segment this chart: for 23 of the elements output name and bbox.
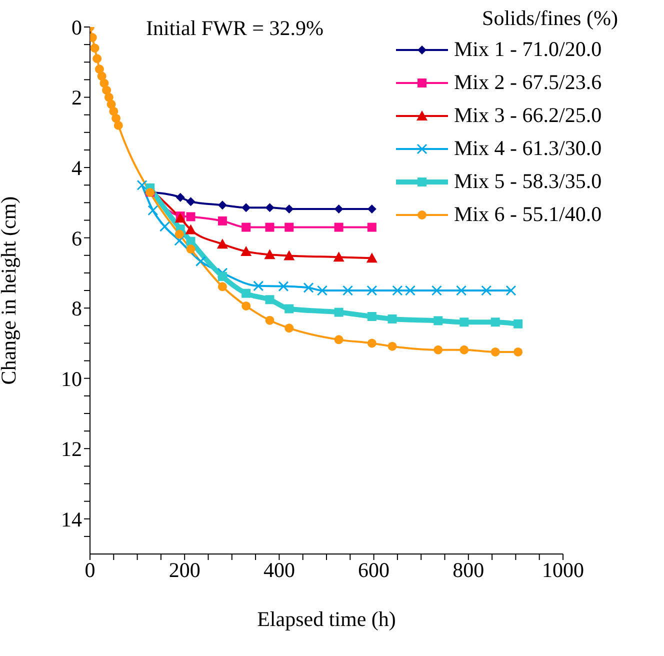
- x-tick-label: 1000: [542, 558, 584, 582]
- x-tick-label: 400: [263, 558, 295, 582]
- y-tick-label: 8: [72, 296, 82, 321]
- y-tick-label: 0: [72, 15, 82, 40]
- x-axis-title: Elapsed time (h): [257, 607, 396, 631]
- y-tick-label: 10: [61, 366, 82, 391]
- y-tick-label: 2: [72, 86, 82, 110]
- legend-title: Solids/fines (%): [481, 6, 619, 31]
- legend-label: Mix 3 - 66.2/25.0: [454, 103, 602, 128]
- legend-label: Mix 1 - 71.0/20.0: [454, 37, 602, 62]
- legend-label: Mix 6 - 55.1/40.0: [454, 202, 602, 227]
- annotation: Initial FWR = 32.9%: [146, 16, 324, 41]
- y-tick-label: 12: [61, 437, 82, 462]
- y-axis-title: Change in height (cm): [0, 196, 20, 385]
- y-tick-label: 6: [72, 226, 82, 250]
- y-tick-label: 14: [61, 507, 82, 532]
- x-tick-label: 200: [168, 558, 200, 582]
- legend-label: Mix 2 - 67.5/23.6: [454, 70, 602, 95]
- x-tick-label: 800: [452, 558, 484, 582]
- legend-label: Mix 5 - 58.3/35.0: [454, 169, 602, 194]
- y-tick-label: 4: [72, 156, 82, 180]
- x-tick-label: 600: [358, 558, 390, 582]
- legend-label: Mix 4 - 61.3/30.0: [454, 136, 602, 161]
